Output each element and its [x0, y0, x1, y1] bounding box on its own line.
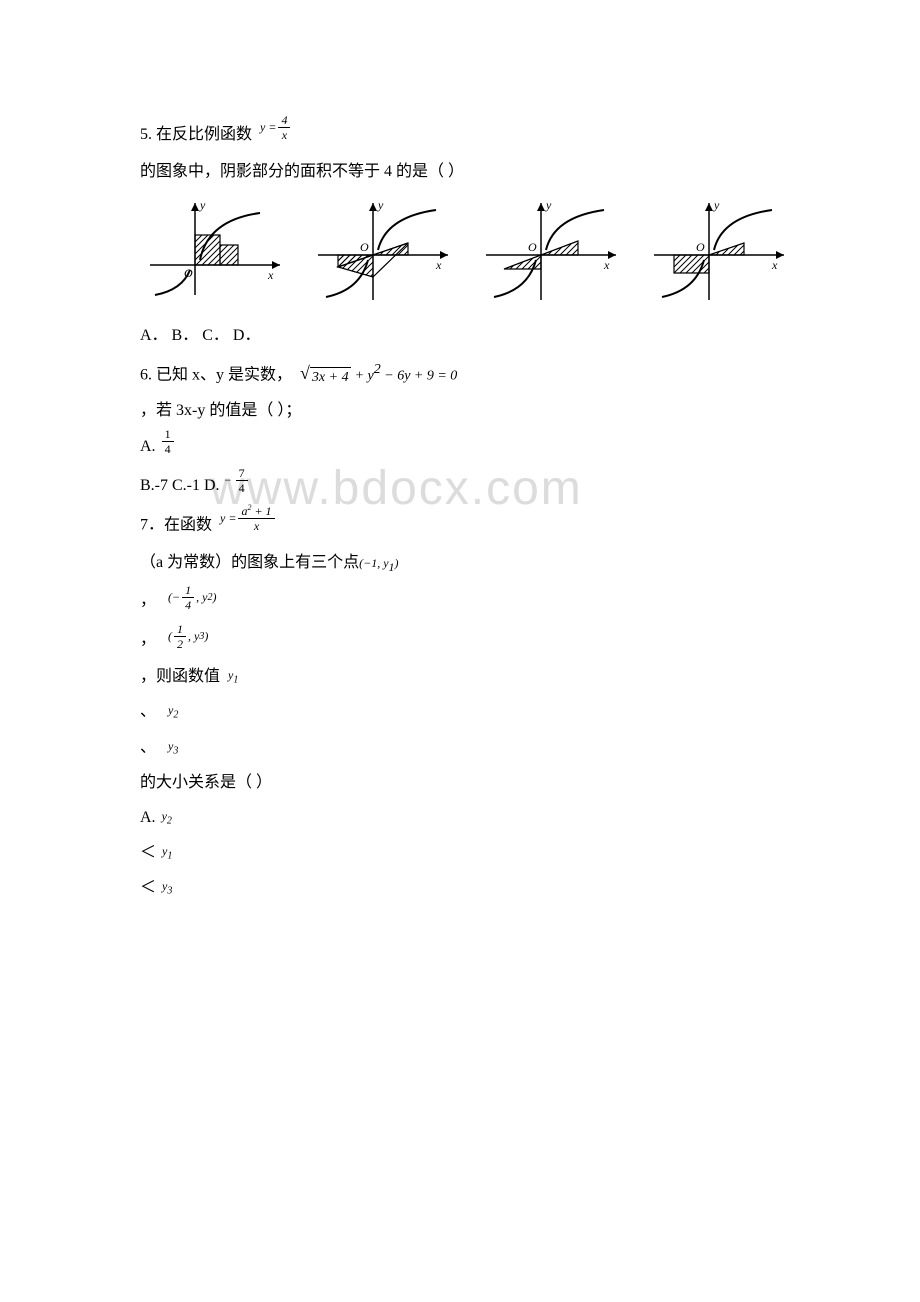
q7-then: ，则函数值 y1 — [140, 666, 780, 689]
q7-line1: 7．在函数 y = a2 + 1 x — [140, 512, 780, 540]
q7-optA: A. y2 — [140, 807, 780, 830]
q7-lt-y3: ＜ y3 — [140, 877, 780, 900]
q7-y2: 、 y2 — [140, 701, 780, 724]
q6-sqrt: √ 3x + 4 — [300, 366, 351, 388]
q5-line2: 的图象中，阴影部分的面积不等于 4 的是（ ） — [140, 161, 780, 183]
svg-text:O: O — [528, 240, 537, 254]
svg-text:y: y — [545, 198, 552, 212]
svg-text:x: x — [603, 258, 610, 272]
q7-lt-y1: ＜ y1 — [140, 842, 780, 865]
svg-text:y: y — [377, 198, 384, 212]
q7-relation: 的大小关系是（ ） — [140, 772, 780, 794]
q6-prefix: 6. 已知 x、y 是实数， — [140, 366, 292, 383]
q5-prefix: 5. 在反比例函数 — [140, 126, 252, 143]
svg-text:x: x — [435, 258, 442, 272]
q6-line1: 6. 已知 x、y 是实数， √ 3x + 4 + y2 − 6y + 9 = … — [140, 360, 780, 388]
q6-plus-y: + y — [355, 368, 374, 383]
svg-text:O: O — [184, 266, 193, 280]
q5-graph-row: O x y O x y — [140, 195, 780, 305]
q5-line1: 5. 在反比例函数 y = 4 x — [140, 122, 780, 149]
q5-frac: 4 x — [278, 114, 290, 141]
svg-text:x: x — [771, 258, 778, 272]
q7-pt2: ， (− 1 4 , y2) — [140, 588, 780, 615]
svg-text:O: O — [696, 240, 705, 254]
q5-graph-d: O x y — [644, 195, 794, 305]
q6-optBCD: www.bdocx.com B.-7 C.-1 D. − 7 4 — [140, 473, 780, 500]
svg-text:y: y — [713, 198, 720, 212]
q6-optA: A. 1 4 — [140, 434, 780, 461]
q5-graph-a: O x y — [140, 195, 290, 305]
svg-text:x: x — [267, 268, 274, 282]
svg-text:O: O — [360, 240, 369, 254]
q7-y3: 、 y3 — [140, 737, 780, 760]
q6-line2: ，若 3x-y 的值是（ ）； — [140, 400, 780, 422]
q7-prefix: 7．在函数 — [140, 517, 212, 534]
q5-graph-b: O x y — [308, 195, 458, 305]
svg-text:y: y — [199, 198, 206, 212]
q5-options: A． B． C． D． — [140, 325, 780, 347]
q7-pt3: ， ( 1 2 , y3) — [140, 627, 780, 654]
q5-func-lhs: y = — [260, 119, 276, 136]
q7-frac: a2 + 1 x — [238, 504, 274, 532]
q7-line2: （a 为常数）的图象上有三个点(−1, y1) — [140, 552, 780, 576]
q5-graph-c: O x y — [476, 195, 626, 305]
q6-tail: − 6y + 9 = 0 — [381, 368, 458, 383]
